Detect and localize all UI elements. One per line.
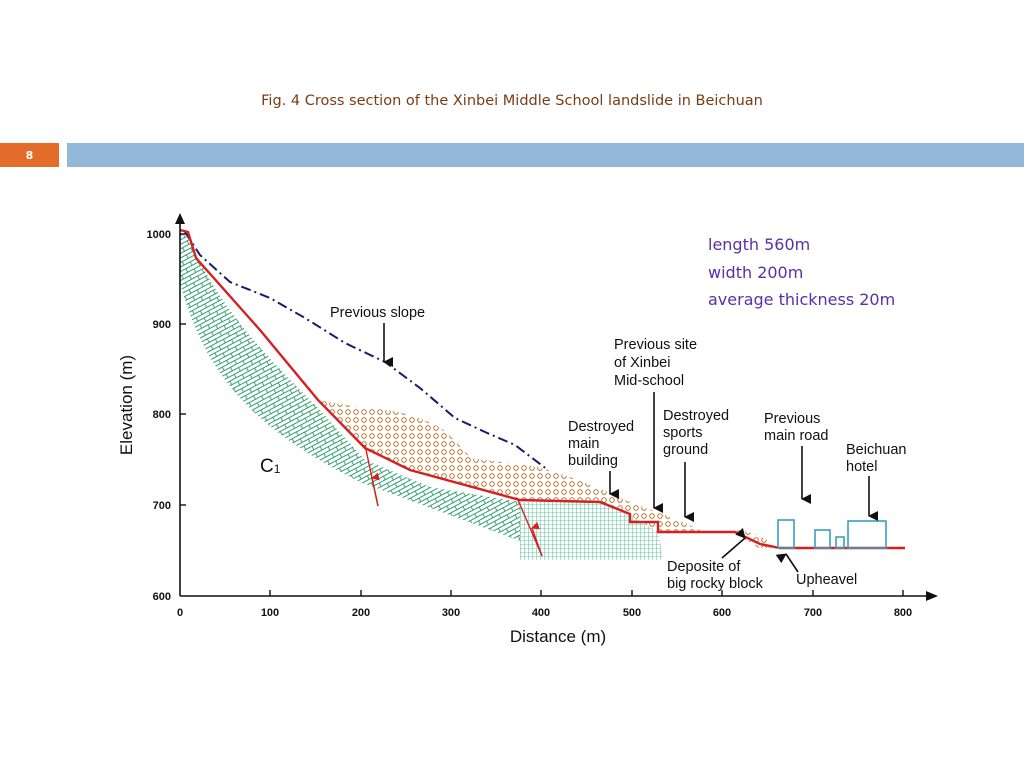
fault-arrow-2 — [531, 521, 543, 557]
label-previous-slope: Previous slope — [330, 305, 425, 321]
stat-thickness: average thickness 20m — [708, 290, 896, 309]
beichuan-hotel-building — [847, 520, 887, 549]
x-ticks — [269, 590, 904, 596]
slip-zone-grid — [520, 502, 663, 560]
y-tick-label: 1000 — [147, 229, 171, 241]
y-tick-label: 600 — [153, 591, 171, 603]
landslide-stats: length 560m width 200m average thickness… — [708, 231, 895, 314]
y-axis-title: Elevation (m) — [117, 355, 136, 455]
toe-deposit — [735, 530, 780, 548]
label-previous-site: Previous site of Xinbei Mid-school — [614, 337, 701, 389]
zone-label: C1 — [260, 456, 281, 477]
stat-width: width 200m — [708, 262, 804, 282]
label-beichuan-hotel: Beichuan hotel — [846, 442, 911, 475]
y-ticks — [180, 233, 186, 506]
y-tick-label: 700 — [153, 500, 171, 512]
arrow-upheavel — [775, 553, 799, 573]
x-axis-arrowhead — [926, 591, 938, 601]
x-tick-label: 800 — [894, 607, 912, 619]
building-3 — [835, 536, 845, 549]
label-destroyed-main-building: Destroyed main building — [568, 419, 638, 469]
landslide-deposit — [318, 400, 700, 532]
x-tick-label: 100 — [261, 607, 279, 619]
label-deposite: Deposite of big rocky block — [667, 559, 764, 592]
building-2 — [814, 529, 831, 549]
page-number-badge: 8 — [0, 143, 59, 167]
y-tick-label: 800 — [153, 409, 171, 421]
label-upheavel: Upheavel — [796, 572, 857, 588]
stat-length: length 560m — [708, 235, 811, 254]
x-tick-label: 600 — [713, 607, 731, 619]
x-tick-label: 500 — [623, 607, 641, 619]
fault-arrow-1 — [371, 472, 380, 507]
label-destroyed-sports-ground: Destroyed sports ground — [663, 408, 733, 458]
x-axis-title: Distance (m) — [510, 627, 606, 646]
header-bar — [67, 143, 1024, 167]
y-axis-arrowhead — [175, 213, 185, 224]
zone-label-main: C — [260, 456, 274, 477]
y-tick-label: 900 — [153, 319, 171, 331]
label-previous-main-road: Previous main road — [764, 411, 828, 444]
x-tick-label: 0 — [177, 607, 183, 619]
previous-slope-line — [184, 231, 549, 471]
arrow-deposite — [721, 527, 746, 559]
x-tick-label: 700 — [804, 607, 822, 619]
zone-label-subscript: 1 — [274, 462, 281, 476]
x-tick-label: 300 — [442, 607, 460, 619]
x-tick-label: 400 — [532, 607, 550, 619]
building-1 — [777, 519, 795, 549]
bedrock-brick-zone — [180, 232, 520, 541]
figure-caption: Fig. 4 Cross section of the Xinbei Middl… — [261, 93, 763, 109]
x-tick-label: 200 — [352, 607, 370, 619]
